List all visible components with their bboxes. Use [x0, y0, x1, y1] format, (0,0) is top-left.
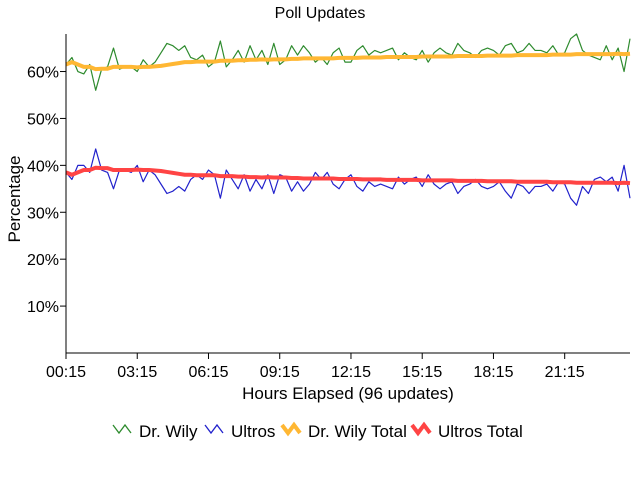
x-tick-label: 03:15: [117, 364, 157, 381]
series-line-ultros-total: [65, 165, 631, 186]
legend-swatch: [112, 423, 132, 435]
series-line-dr-wily-total: [65, 51, 631, 72]
legend-swatch: [280, 421, 302, 437]
x-tick-label: 12:15: [331, 364, 371, 381]
y-tick-label: 30%: [27, 205, 59, 222]
x-axis-label: Hours Elapsed (96 updates): [242, 384, 454, 403]
legend-swatch: [410, 421, 432, 437]
plot-lines: [65, 33, 631, 206]
x-tick-label: 21:15: [545, 364, 585, 381]
legend-label: Dr. Wily: [139, 422, 198, 441]
y-axis-ticks: 10% 20% 30% 40% 50% 60%: [27, 65, 66, 316]
legend-label: Dr. Wily Total: [308, 422, 407, 441]
y-tick-label: 10%: [27, 299, 59, 316]
x-tick-label: 00:15: [46, 364, 86, 381]
chart-title: Poll Updates: [275, 5, 366, 22]
legend-swatch: [204, 423, 224, 435]
y-tick-label: 20%: [27, 252, 59, 269]
legend-label: Ultros: [231, 422, 275, 441]
series-line-dr-wily: [65, 33, 631, 91]
x-axis-ticks: 00:15 03:15 06:15 09:15 12:15 15:15 18:15 21:15: [46, 353, 585, 381]
x-tick-label: 06:15: [188, 364, 228, 381]
y-tick-label: 60%: [27, 65, 59, 82]
legend-label: Ultros Total: [438, 422, 523, 441]
legend: Dr. Wily Ultros Dr. Wily Total Ultros Total: [112, 421, 523, 441]
x-tick-label: 09:15: [260, 364, 300, 381]
x-tick-label: 18:15: [473, 364, 513, 381]
y-axis-label: Percentage: [5, 156, 24, 243]
y-tick-label: 40%: [27, 158, 59, 175]
x-tick-label: 15:15: [402, 364, 442, 381]
y-tick-label: 50%: [27, 111, 59, 128]
